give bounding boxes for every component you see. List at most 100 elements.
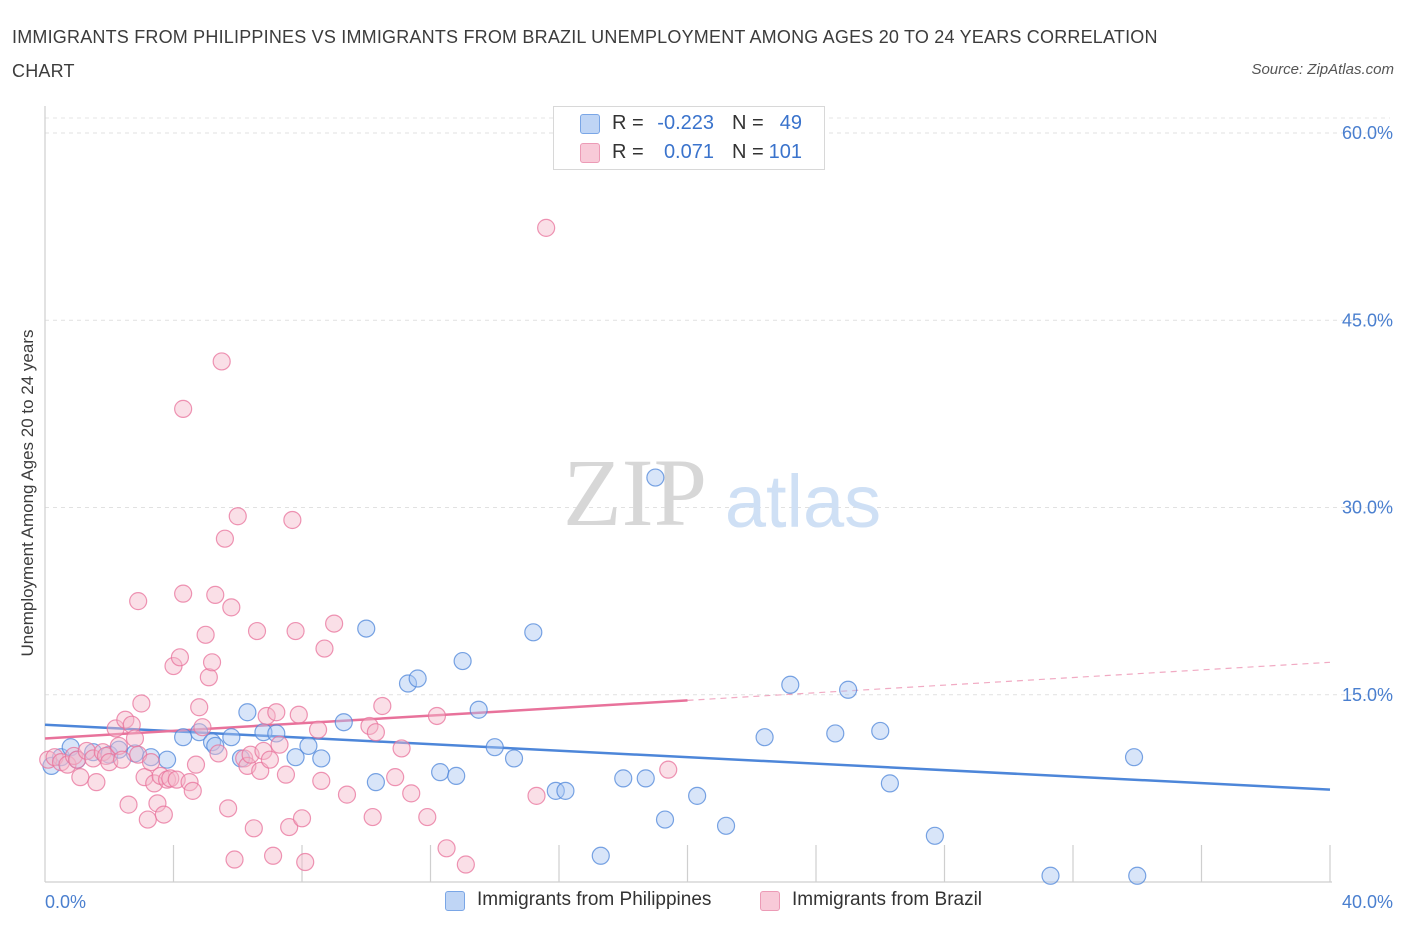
brazil-point xyxy=(209,744,228,763)
brazil-trend-line-extension xyxy=(687,661,1331,701)
philippines-point xyxy=(157,750,177,769)
brazil-point xyxy=(373,696,392,716)
y-tick-label: 60.0% xyxy=(1342,123,1393,143)
brazil-point xyxy=(659,760,678,779)
watermark-zip: ZIP xyxy=(563,439,707,546)
x-tick-label: 40.0% xyxy=(1342,892,1393,912)
philippines-point xyxy=(312,749,331,768)
n-value: 49 xyxy=(779,112,802,134)
philippines-point xyxy=(524,623,543,642)
philippines-point xyxy=(1128,866,1147,885)
brazil-point xyxy=(77,741,96,761)
brazil-point xyxy=(363,807,382,827)
brazil-point xyxy=(283,510,302,530)
brazil-point xyxy=(337,785,357,804)
stats-legend: R = -0.223 N = 49 R = 0.071 N = 101 xyxy=(553,106,825,170)
brazil-point xyxy=(215,529,234,548)
r-value: 0.071 xyxy=(663,141,714,163)
brazil-point xyxy=(315,639,334,658)
n-label: N = xyxy=(732,141,764,163)
brazil-point xyxy=(186,755,206,774)
brazil-point xyxy=(527,786,546,805)
n-label: N = xyxy=(732,112,764,134)
brazil-point xyxy=(183,781,202,800)
r-value: -0.223 xyxy=(657,112,714,134)
brazil-point xyxy=(174,584,193,603)
philippines-point xyxy=(781,675,800,694)
philippines-point xyxy=(614,769,633,788)
legend-label: Immigrants from Brazil xyxy=(792,889,983,910)
brazil-point xyxy=(386,768,405,787)
stats-row-brazil: R = 0.071 N = 101 xyxy=(554,139,824,167)
philippines-point xyxy=(504,749,524,768)
brazil-point xyxy=(129,592,148,611)
brazil-trend-line xyxy=(44,699,688,740)
axis-ticks: 15.0% 30.0% 45.0% 60.0% 0.0% 40.0% xyxy=(45,123,1393,912)
y-tick-label: 45.0% xyxy=(1342,310,1393,330)
brazil-point xyxy=(260,750,279,769)
n-value: 101 xyxy=(768,141,802,163)
philippines-point xyxy=(839,680,858,699)
philippines-point xyxy=(174,728,193,747)
brazil-point xyxy=(537,218,556,237)
brazil-point xyxy=(456,855,475,874)
philippines-point xyxy=(755,728,774,747)
stats-row-philippines: R = -0.223 N = 49 xyxy=(554,110,824,138)
brazil-point xyxy=(212,352,231,371)
philippines-point xyxy=(408,669,427,688)
brazil-point xyxy=(135,768,154,787)
brazil-point xyxy=(228,507,247,526)
philippines-point xyxy=(925,826,944,845)
watermark: ZIP atlas xyxy=(563,439,881,546)
philippines-trend-line xyxy=(44,723,1331,791)
axes xyxy=(44,106,1332,883)
philippines-point xyxy=(880,774,899,793)
philippines-point xyxy=(222,728,241,747)
legend-label: Immigrants from Philippines xyxy=(477,889,712,910)
y-axis-label: Unemployment Among Ages 20 to 24 years xyxy=(18,330,37,657)
philippines-point xyxy=(453,651,472,671)
philippines-point xyxy=(655,810,675,829)
philippines-legend-swatch xyxy=(445,891,465,911)
brazil-point xyxy=(161,769,180,788)
brazil-point xyxy=(125,729,145,748)
r-label: R = xyxy=(612,112,644,134)
philippines-point xyxy=(398,674,418,693)
philippines-point xyxy=(357,619,376,638)
brazil-point xyxy=(202,653,222,672)
philippines-point xyxy=(485,738,504,757)
brazil-point xyxy=(148,794,167,813)
brazil-point xyxy=(308,720,328,739)
brazil-point xyxy=(122,715,141,734)
brazil-point xyxy=(286,621,305,641)
philippines-point xyxy=(591,846,610,865)
philippines-point xyxy=(826,724,845,743)
philippines-point xyxy=(299,736,318,756)
brazil-point xyxy=(292,809,312,828)
brazil-point xyxy=(312,771,331,790)
brazil-point xyxy=(71,768,90,787)
brazil-point xyxy=(296,852,315,872)
brazil-point xyxy=(263,846,283,865)
brazil-point xyxy=(427,706,447,726)
brazil-point xyxy=(276,765,296,784)
brazil-point xyxy=(270,735,289,754)
philippines-point xyxy=(366,773,385,792)
brazil-point xyxy=(225,850,244,869)
gridlines xyxy=(45,117,1390,696)
brazil-legend-swatch xyxy=(760,891,780,911)
brazil-point xyxy=(170,648,190,667)
brazil-point xyxy=(138,810,157,829)
philippines-point xyxy=(190,723,209,742)
brazil-point xyxy=(112,750,132,769)
philippines-point xyxy=(286,748,305,767)
brazil-point xyxy=(366,723,385,742)
brazil-point xyxy=(267,703,286,722)
philippines-point xyxy=(546,781,565,800)
y-tick-label: 30.0% xyxy=(1342,498,1393,518)
brazil-swatch xyxy=(580,143,600,163)
brazil-point xyxy=(174,399,193,418)
brazil-point xyxy=(190,698,209,717)
x-tick-label: 0.0% xyxy=(45,892,86,912)
